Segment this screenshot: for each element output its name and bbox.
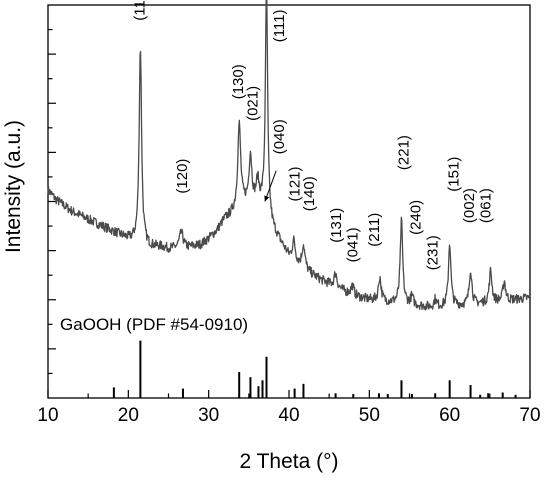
y-axis-ticks <box>48 28 56 375</box>
annotation-arrow-head <box>264 195 270 202</box>
peak-label: (121) <box>286 166 303 201</box>
peak-label: (040) <box>271 119 288 154</box>
x-tick-label: 60 <box>439 405 460 426</box>
y-axis-title: Intensity (a.u.) <box>2 120 25 253</box>
peak-label: (140) <box>301 176 318 211</box>
peak-label: (041) <box>344 227 361 262</box>
x-axis-ticks: 10 20 30 40 50 60 70 <box>37 390 541 426</box>
annotation-arrow-line <box>264 170 277 202</box>
peak-label: (111) <box>271 10 288 43</box>
peak-label: (131) <box>328 208 345 243</box>
x-tick-label: 50 <box>359 405 380 426</box>
peak-label: (120) <box>174 159 191 194</box>
peak-label: (231) <box>425 235 442 270</box>
peak-labels: (110) (120) (130)(021) (111) (040) (121)(140)… <box>131 0 494 270</box>
xrd-pattern-line <box>47 0 531 311</box>
peak-label: (130) <box>230 64 247 99</box>
peak-label: (211) <box>366 213 383 247</box>
peak-label: (151) <box>445 157 462 192</box>
reference-pattern <box>112 340 517 398</box>
x-axis-title: 2 Theta (°) <box>239 450 338 473</box>
x-tick-label: 40 <box>278 405 299 426</box>
peak-label: (021) <box>245 86 262 121</box>
x-tick-label: 10 <box>37 405 58 426</box>
peak-label: (061) <box>478 188 495 223</box>
peak-label: (002) <box>461 188 478 223</box>
reference-label: GaOOH (PDF #54-0910) <box>60 315 248 334</box>
peak-label: (110) <box>131 0 148 21</box>
x-tick-label: 70 <box>519 405 540 426</box>
xrd-pattern <box>47 0 531 311</box>
x-tick-label: 30 <box>198 405 219 426</box>
x-tick-label: 20 <box>118 405 139 426</box>
peak-label: (221) <box>396 135 413 170</box>
peak-label: (240) <box>408 200 425 235</box>
